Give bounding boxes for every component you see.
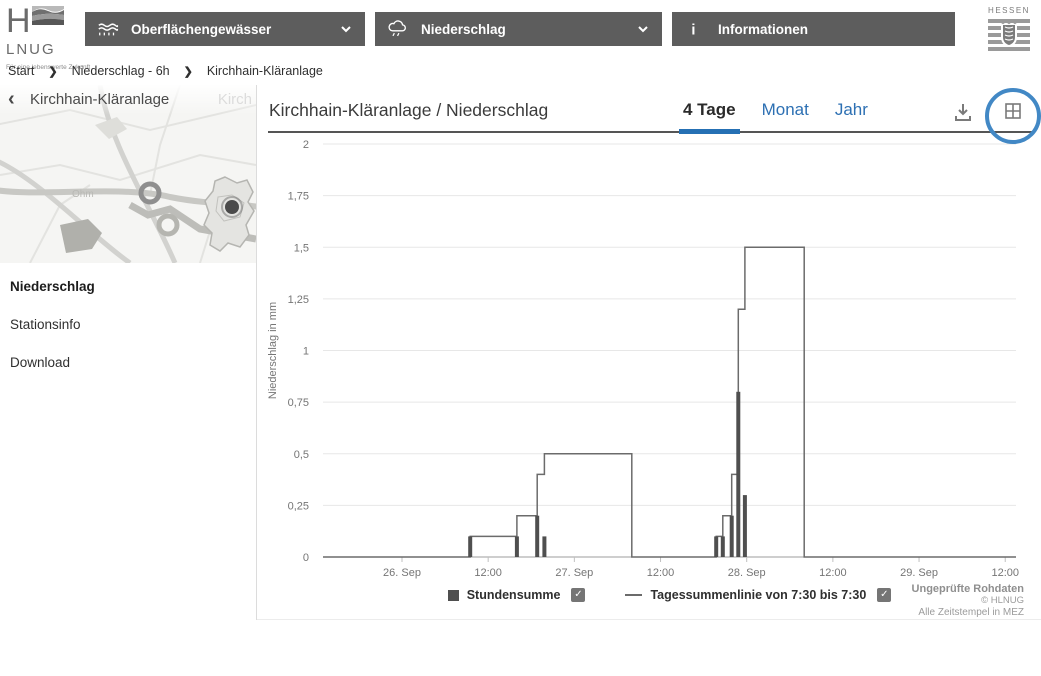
y-tick-label: 0	[303, 552, 309, 564]
chevron-down-icon	[341, 26, 351, 33]
legend-checkbox[interactable]: ✓	[877, 588, 892, 602]
map-graphic: Ohm	[0, 85, 256, 263]
sidebar: Ohm ‹ Kirchhain-Kläranlage Kirch Nieders…	[0, 85, 257, 620]
precipitation-chart[interactable]: 0 0,25 0,5 0,75 1 1,25 1,5 1,75 2 26. Sep 12:00 27.…	[257, 135, 1041, 585]
chart-legend: Stundensumme ✓ Tagessummenlinie von 7:30 b…	[323, 588, 1016, 602]
y-tick-label: 1,75	[288, 191, 309, 203]
x-tick-label: 12:00	[647, 567, 675, 579]
x-tick-label: 26. Sep	[383, 567, 421, 579]
breadcrumb-separator-icon: ❯	[183, 65, 193, 78]
time-range-tabs: 4 Tage Monat Jahr	[679, 100, 868, 134]
breadcrumb-item[interactable]: Niederschlag - 6h	[71, 64, 170, 78]
map-faded-label: Kirch	[217, 91, 252, 108]
top-bar: H LNUG Für eine lebenswerte Zukunft Oberf…	[0, 0, 1041, 71]
nav-button-informationen[interactable]: i Informationen	[672, 12, 955, 46]
nav-dropdown-niederschlag[interactable]: Niederschlag	[375, 12, 662, 46]
svg-text:i: i	[691, 23, 695, 39]
nav-dropdown-label: Niederschlag	[421, 21, 506, 37]
river-label: Ohm	[72, 189, 94, 200]
x-tick-label: 12:00	[991, 567, 1019, 579]
legend-line-swatch	[625, 594, 643, 596]
nav-dropdown-oberflaechengewaesser[interactable]: Oberflächengewässer	[85, 12, 365, 46]
rain-cloud-icon	[388, 20, 406, 37]
tab-jahr[interactable]: Jahr	[834, 100, 868, 119]
map-title-overlay	[0, 85, 256, 115]
y-tick-label: 0,75	[288, 397, 309, 409]
logo-tagline: Für eine lebenswerte Zukunft	[6, 64, 91, 71]
breadcrumb: Start ❯ Niederschlag - 6h ❯ Kirchhain-Kläran…	[8, 61, 323, 81]
y-axis-label: Niederschlag in mm	[267, 302, 279, 399]
download-icon[interactable]	[953, 102, 973, 122]
strata-icon	[31, 6, 64, 25]
station-marker-icon	[138, 181, 162, 205]
x-tick-label: 27. Sep	[555, 567, 593, 579]
page-title: Kirchhain-Kläranlage / Niederschlag	[269, 100, 549, 120]
hessen-coat-of-arms-icon	[988, 19, 1030, 51]
x-tick-label: 12:00	[819, 567, 847, 579]
x-tick-label: 29. Sep	[900, 567, 938, 579]
legend-label: Stundensumme	[466, 588, 561, 602]
hourly-sum-bar	[714, 536, 719, 557]
y-tick-label: 0,25	[288, 500, 309, 512]
data-table-icon[interactable]	[1004, 102, 1022, 120]
x-tick-label: 12:00	[474, 567, 502, 579]
hourly-sum-bar	[729, 515, 734, 557]
y-tick-label: 0,5	[294, 449, 309, 461]
sidebar-menu: Niederschlag Stationsinfo Download	[0, 267, 256, 381]
legend-bar-swatch	[447, 589, 459, 601]
hourly-sum-bar	[542, 536, 547, 557]
tab-4-tage[interactable]: 4 Tage	[679, 100, 740, 134]
info-icon: i	[691, 23, 695, 39]
chart-header: Kirchhain-Kläranlage / Niederschlag 4 Ta…	[268, 88, 1041, 144]
tab-monat[interactable]: Monat	[761, 100, 809, 119]
breadcrumb-separator-icon: ❯	[48, 65, 58, 78]
sidebar-item-download[interactable]: Download	[10, 354, 71, 370]
chevron-down-icon	[638, 26, 648, 33]
chart-footer-note: Ungeprüfte Rohdaten © HLNUG Alle Zeitste…	[912, 583, 1024, 619]
footer-line2: © HLNUG	[981, 595, 1024, 606]
hourly-sum-bar	[514, 536, 519, 557]
y-tick-label: 2	[303, 139, 309, 151]
footer-line3: Alle Zeitstempel in MEZ	[918, 607, 1024, 618]
nav-dropdown-label: Oberflächengewässer	[131, 21, 272, 37]
hourly-sum-bar	[535, 515, 540, 557]
nav-button-label: Informationen	[718, 21, 808, 37]
breadcrumb-item[interactable]: Start	[8, 64, 35, 78]
hlnug-logo-text: H LNUG	[6, 4, 84, 61]
sidebar-item-niederschlag[interactable]: Niederschlag	[10, 278, 95, 294]
hourly-sum-bar	[742, 495, 747, 557]
breadcrumb-item[interactable]: Kirchhain-Kläranlage	[206, 64, 323, 78]
hourly-sum-bar	[468, 536, 473, 557]
y-tick-label: 1,25	[288, 294, 309, 306]
hourly-sum-bar	[720, 536, 725, 557]
x-tick-label: 28. Sep	[728, 567, 766, 579]
hessen-state-logo: HESSEN	[984, 6, 1034, 54]
station-map-thumbnail[interactable]: Ohm ‹ Kirchhain-Kläranlage Kirch	[0, 85, 256, 263]
legend-item: Tagessummenlinie von 7:30 bis 7:30 ✓	[625, 588, 892, 602]
hlnug-logo[interactable]: H LNUG Für eine lebenswerte Zukunft	[6, 4, 90, 71]
y-tick-label: 1	[303, 346, 309, 358]
main-panel: Kirchhain-Kläranlage / Niederschlag 4 Ta…	[257, 85, 1041, 620]
legend-item: Stundensumme ✓	[447, 588, 586, 602]
sidebar-item-stationsinfo[interactable]: Stationsinfo	[10, 316, 81, 332]
station-name: Kirchhain-Kläranlage	[30, 91, 170, 108]
legend-label: Tagessummenlinie von 7:30 bis 7:30	[650, 588, 867, 602]
footer-line1: Ungeprüfte Rohdaten	[911, 583, 1024, 595]
back-chevron-icon[interactable]: ‹	[8, 88, 15, 110]
waves-icon	[98, 23, 119, 36]
y-tick-label: 1,5	[294, 242, 309, 254]
hourly-sum-bar	[736, 391, 741, 557]
legend-checkbox[interactable]: ✓	[571, 588, 586, 602]
hessen-inset-map	[203, 176, 255, 252]
hessen-logo-text: HESSEN	[988, 6, 1030, 15]
